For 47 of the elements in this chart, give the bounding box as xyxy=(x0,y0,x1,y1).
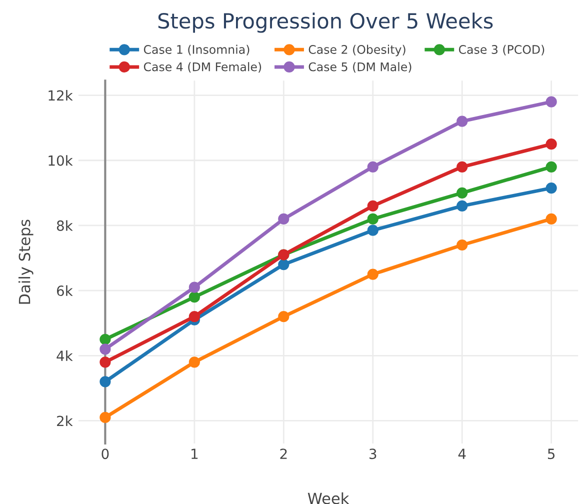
point xyxy=(367,224,378,236)
point xyxy=(278,311,290,322)
y-axis-title: Daily Steps xyxy=(18,220,34,304)
x-tick-label: 5 xyxy=(548,448,555,460)
x-tick-label: 2 xyxy=(280,448,287,459)
x-tick-label: 4 xyxy=(458,448,466,459)
y-tick-label: 12k xyxy=(48,90,73,101)
point xyxy=(546,138,557,150)
legend-label: Case 2 (Obesity) xyxy=(308,44,406,56)
point xyxy=(367,268,378,280)
point xyxy=(546,161,557,172)
point xyxy=(367,213,378,225)
point xyxy=(546,182,557,194)
point xyxy=(188,311,200,322)
point xyxy=(100,334,111,345)
x-tick-label: 3 xyxy=(370,448,376,460)
point xyxy=(188,282,200,293)
point xyxy=(456,161,468,172)
point xyxy=(100,376,111,388)
x-axis-title: Week xyxy=(308,492,350,504)
y-tick-label: 4k xyxy=(56,350,73,361)
point xyxy=(456,116,468,127)
point xyxy=(278,213,290,225)
legend-label: Case 5 (DM Male) xyxy=(308,62,412,73)
y-tick-label: 2k xyxy=(57,415,73,426)
legend-label: Case 3 (PCOD) xyxy=(458,44,544,56)
legend-label: Case 4 (DM Female) xyxy=(144,62,262,73)
point xyxy=(188,356,200,368)
point xyxy=(456,239,468,251)
chart-title: Steps Progression Over 5 Weeks xyxy=(158,12,493,33)
point xyxy=(367,161,378,172)
point xyxy=(546,213,557,225)
point xyxy=(367,200,378,212)
y-tick-label: 10k xyxy=(48,155,73,166)
x-tick-label: 1 xyxy=(192,448,198,459)
legend-label: Case 1 (Insomnia) xyxy=(144,44,250,56)
x-tick-label: 0 xyxy=(102,448,109,460)
y-tick-label: 6k xyxy=(56,285,73,296)
point xyxy=(100,344,111,355)
point xyxy=(188,292,200,303)
point xyxy=(100,356,111,368)
point xyxy=(456,200,468,212)
point xyxy=(546,96,557,108)
point xyxy=(278,258,290,270)
y-tick-label: 8k xyxy=(56,220,73,231)
point xyxy=(100,412,111,424)
point xyxy=(456,187,468,198)
